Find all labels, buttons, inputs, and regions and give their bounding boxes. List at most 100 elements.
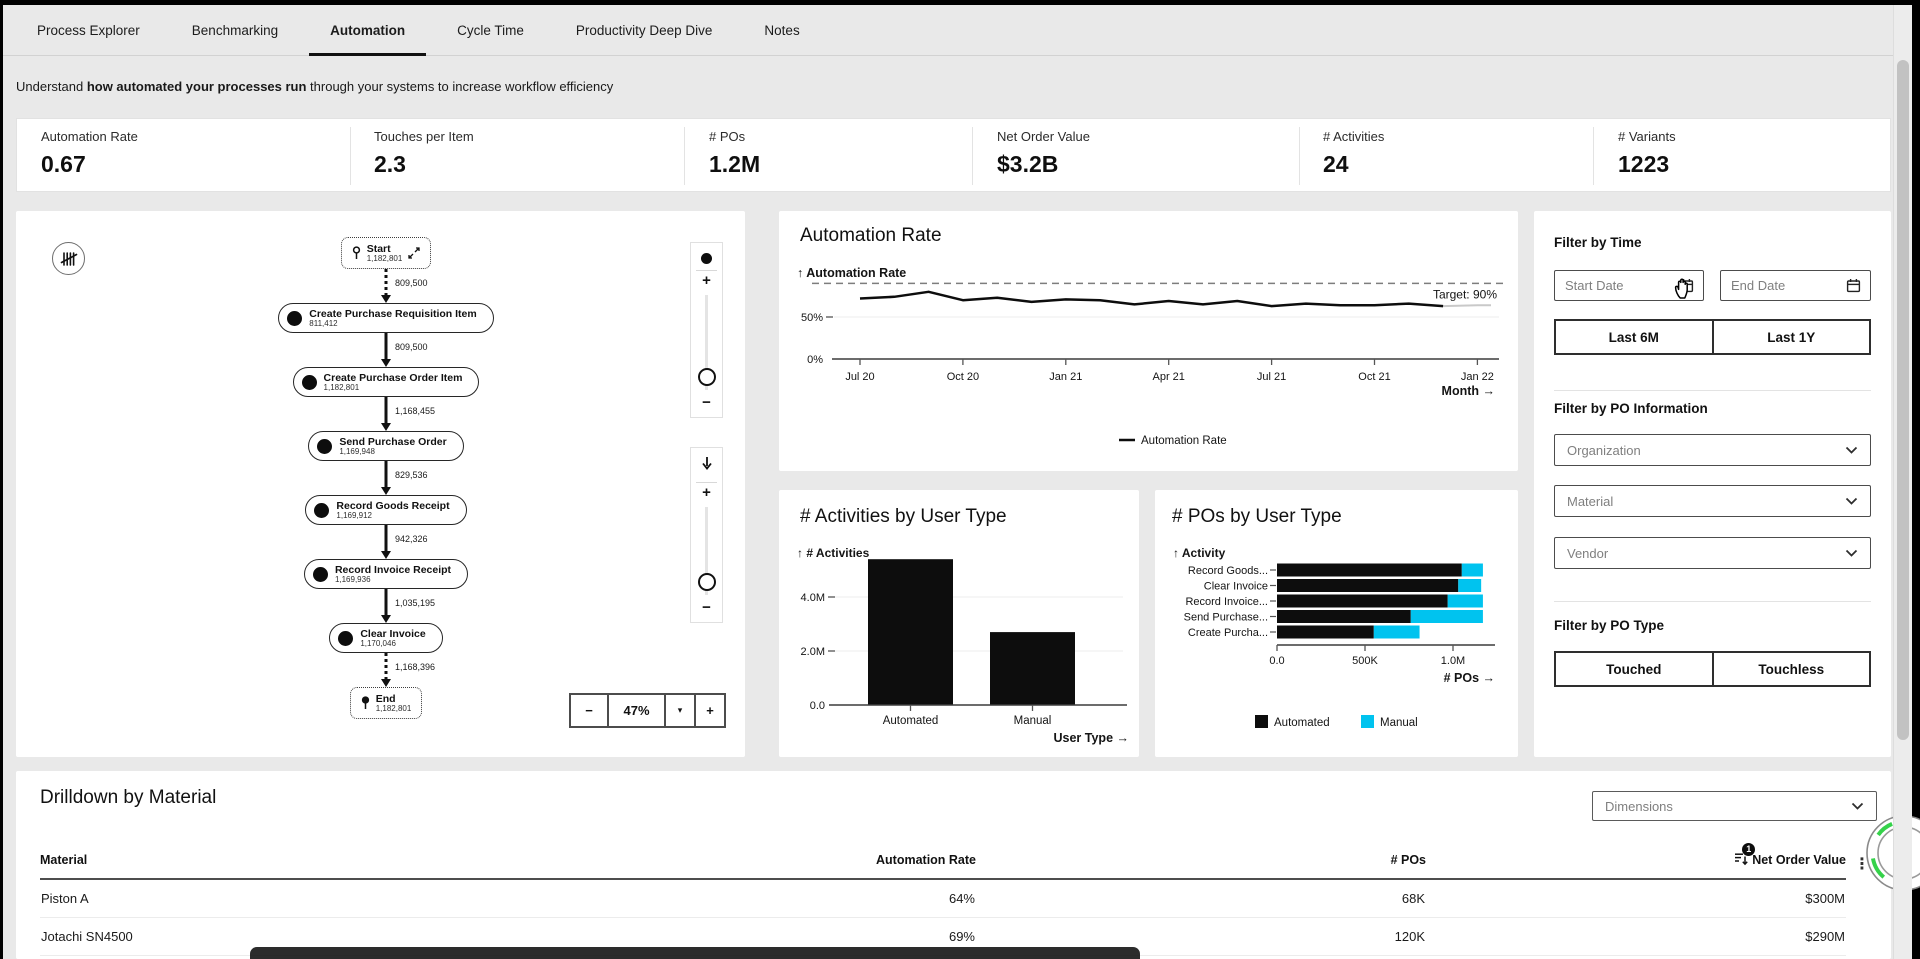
bar-segment-manual bbox=[1373, 625, 1420, 639]
y-tick-label: 2.0M bbox=[801, 646, 825, 658]
kpi-value: 1.2M bbox=[709, 151, 761, 177]
filter-count-badge: 1 bbox=[1742, 843, 1756, 856]
start-marker-icon bbox=[352, 246, 360, 259]
down-arrow-icon bbox=[701, 457, 712, 470]
zoom-in-button[interactable]: + bbox=[694, 695, 724, 726]
flow-node-send-purchase-order[interactable]: Send Purchase Order 1,169,948 bbox=[308, 431, 464, 461]
kpi-label: Automation Rate bbox=[41, 129, 138, 144]
end-date-placeholder: End Date bbox=[1731, 278, 1786, 293]
chevron-down-icon bbox=[1851, 802, 1864, 810]
column-header-material[interactable]: Material bbox=[40, 845, 758, 880]
vendor-dropdown[interactable]: Vendor bbox=[1554, 537, 1871, 569]
chevron-down-icon bbox=[1845, 549, 1858, 557]
cell-value: $290M bbox=[1426, 917, 1846, 956]
activity-dot-icon bbox=[317, 438, 333, 454]
edge-count: 829,536 bbox=[395, 470, 428, 480]
bar-segment-manual bbox=[1447, 594, 1483, 608]
activity-dot-icon bbox=[701, 253, 712, 264]
filter-by-time-heading: Filter by Time bbox=[1554, 235, 1642, 250]
node-count: 1,182,801 bbox=[375, 703, 412, 713]
bar-segment-automated bbox=[1277, 625, 1374, 639]
x-tick-label: Oct 20 bbox=[947, 371, 979, 383]
node-text: Create Purchase Order Item 1,182,801 bbox=[324, 372, 463, 393]
column-header-pos[interactable]: # POs bbox=[976, 845, 1426, 880]
vertical-scrollbar[interactable] bbox=[1893, 5, 1912, 959]
tab-cycle-time[interactable]: Cycle Time bbox=[457, 22, 524, 38]
bar-segment-manual bbox=[1458, 579, 1482, 592]
node-text: Send Purchase Order 1,169,948 bbox=[339, 436, 446, 457]
material-dropdown[interactable]: Material bbox=[1554, 485, 1871, 517]
slider-handle[interactable] bbox=[697, 573, 716, 591]
flow-edge: 809,500 bbox=[236, 269, 536, 303]
slider-handle[interactable] bbox=[697, 368, 716, 386]
flow-node-record-goods-receipt[interactable]: Record Goods Receipt 1,169,912 bbox=[305, 495, 467, 525]
flow-node-create-purchase-requisition-item[interactable]: Create Purchase Requisition Item 811,412 bbox=[278, 303, 494, 333]
touchless-button[interactable]: Touchless bbox=[1711, 653, 1870, 685]
slider-plus-button[interactable]: + bbox=[702, 484, 711, 501]
flow-node-record-invoice-receipt[interactable]: Record Invoice Receipt 1,169,936 bbox=[303, 559, 469, 589]
x-axis-label: # POs → bbox=[1444, 671, 1495, 685]
calendar-icon[interactable] bbox=[1846, 278, 1861, 293]
automation-rate-line-chart: 0% 50% Target: 90% Jul 20 Oct 20 Jan 21 Apr 21… bbox=[797, 266, 1507, 447]
tab-benchmarking[interactable]: Benchmarking bbox=[191, 22, 279, 38]
mouse-cursor bbox=[1674, 278, 1688, 299]
edge-count: 1,168,396 bbox=[395, 662, 436, 672]
legend-label: Manual bbox=[1380, 717, 1418, 729]
subtitle-prefix: Understand bbox=[16, 79, 87, 94]
node-name: Create Purchase Order Item bbox=[323, 371, 463, 384]
start-date-input[interactable]: Start Date bbox=[1554, 270, 1704, 301]
bar-automated bbox=[868, 559, 953, 705]
slider-minus-button[interactable]: − bbox=[702, 394, 711, 411]
node-name: Create Purchase Requisition Item bbox=[309, 307, 477, 320]
slider-track[interactable] bbox=[697, 507, 716, 595]
flow-node-end[interactable]: End 1,182,801 bbox=[349, 687, 423, 719]
tab-notes[interactable]: Notes bbox=[764, 22, 800, 38]
dimensions-placeholder: Dimensions bbox=[1605, 798, 1673, 814]
x-tick-label: 1.0M bbox=[1441, 655, 1465, 667]
column-header-label: Net Order Value bbox=[1752, 853, 1846, 867]
filter-sort-icon[interactable]: 1 bbox=[1734, 843, 1756, 869]
flow-node-clear-invoice[interactable]: Clear Invoice 1,170,046 bbox=[329, 623, 443, 653]
variant-count-button[interactable] bbox=[52, 242, 85, 275]
zoom-out-button[interactable]: − bbox=[585, 703, 593, 718]
node-text: Start 1,182,801 bbox=[367, 243, 403, 264]
slider-plus-button[interactable]: + bbox=[702, 272, 711, 289]
kpi-divider bbox=[684, 127, 685, 185]
drilldown-table: Material Automation Rate # POs 1 Net Order V… bbox=[40, 843, 1846, 956]
edge-arrow-icon bbox=[381, 295, 391, 303]
pos-by-user-type-panel: # POs by User Type ↑ Activity Record Good… bbox=[1155, 490, 1518, 757]
dimensions-dropdown[interactable]: Dimensions bbox=[1592, 791, 1877, 821]
cell-value: 68K bbox=[976, 879, 1426, 918]
kpi-label: # POs bbox=[709, 129, 746, 144]
divider bbox=[1554, 390, 1871, 391]
tab-productivity-deep-dive[interactable]: Productivity Deep Dive bbox=[575, 22, 713, 38]
slider-track[interactable] bbox=[697, 295, 716, 390]
activity-dot-icon bbox=[287, 310, 303, 326]
organization-dropdown[interactable]: Organization bbox=[1554, 434, 1871, 466]
expand-icon[interactable] bbox=[408, 247, 420, 259]
end-date-input[interactable]: End Date bbox=[1720, 270, 1871, 301]
cell-material: Piston A bbox=[40, 879, 758, 918]
last-6m-button[interactable]: Last 6M bbox=[1608, 329, 1659, 345]
tab-process-explorer[interactable]: Process Explorer bbox=[37, 22, 140, 38]
kpi-label: # Variants bbox=[1618, 129, 1676, 144]
flow-node-create-purchase-order-item[interactable]: Create Purchase Order Item 1,182,801 bbox=[292, 367, 480, 397]
column-header-net-order-value[interactable]: 1 Net Order Value bbox=[1426, 843, 1846, 880]
slider-minus-button[interactable]: − bbox=[702, 599, 711, 616]
filter-by-po-information-heading: Filter by PO Information bbox=[1554, 401, 1708, 416]
table-row[interactable]: Piston A 64% 68K $300M bbox=[40, 879, 1846, 918]
column-header-automation-rate[interactable]: Automation Rate bbox=[758, 845, 976, 880]
line-series-faded bbox=[1443, 304, 1491, 308]
subtitle-suffix: through your systems to increase workflo… bbox=[306, 79, 614, 94]
touched-button[interactable]: Touched bbox=[1606, 661, 1662, 677]
scrollbar-thumb[interactable] bbox=[1897, 60, 1909, 740]
connection-slider: + − bbox=[690, 447, 723, 623]
zoom-level-dropdown[interactable]: ▾ bbox=[664, 695, 694, 726]
table-options-menu[interactable]: ⋮ bbox=[1854, 856, 1870, 873]
last-1y-button[interactable]: Last 1Y bbox=[1711, 321, 1870, 353]
flow-node-start[interactable]: Start 1,182,801 bbox=[340, 237, 432, 269]
tab-automation[interactable]: Automation bbox=[304, 5, 431, 56]
node-count: 1,169,936 bbox=[334, 574, 371, 584]
